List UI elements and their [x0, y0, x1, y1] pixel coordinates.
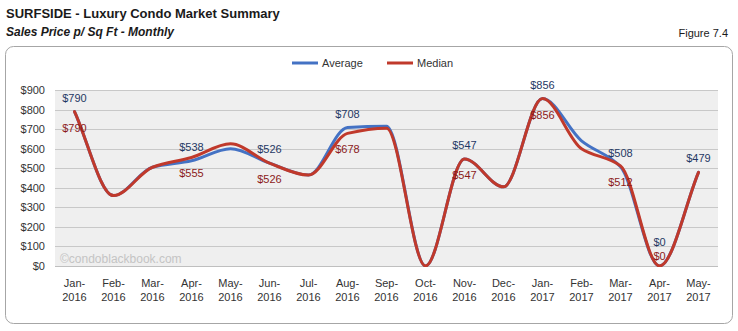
grid-line — [55, 266, 718, 267]
x-tick-label: Jun-2016 — [257, 277, 281, 303]
title: SURFSIDE - Luxury Condo Market Summary — [6, 6, 281, 21]
y-tick-label: $900 — [21, 84, 45, 96]
data-label: $790 — [62, 92, 86, 104]
legend-label: Median — [417, 57, 453, 69]
data-label: $526 — [257, 173, 281, 185]
data-label: $708 — [335, 108, 359, 120]
grid-line — [55, 188, 718, 189]
data-label: $856 — [530, 109, 554, 121]
y-tick-label: $200 — [21, 221, 45, 233]
watermark: ©condoblackbook.com — [60, 252, 182, 266]
x-tick-label: Mar-2016 — [140, 277, 164, 303]
legend-swatch — [292, 62, 318, 65]
x-tick-label: Feb-2017 — [569, 277, 593, 303]
data-label: $512 — [608, 176, 632, 188]
data-label: $508 — [608, 147, 632, 159]
series-group — [75, 99, 699, 266]
x-tick-label: Jan-2016 — [62, 277, 86, 303]
data-label: $547 — [452, 139, 476, 151]
x-tick-label: May-2016 — [218, 277, 243, 303]
x-tick-label: Jan-2017 — [530, 277, 554, 303]
y-tick-label: $0 — [33, 260, 45, 272]
chart: SURFSIDE - Luxury Condo Market Summary Sa… — [0, 0, 738, 331]
series-line — [75, 99, 699, 266]
legend-label: Average — [322, 57, 363, 69]
y-tick-label: $600 — [21, 143, 45, 155]
x-tick-label: May-2017 — [686, 277, 711, 303]
y-tick-label: $400 — [21, 182, 45, 194]
y-tick-label: $700 — [21, 123, 45, 135]
data-label: $0 — [653, 250, 665, 262]
data-label: $547 — [452, 169, 476, 181]
plot-area — [55, 90, 718, 266]
x-tick-label: Nov-2016 — [452, 277, 476, 303]
grid-line — [55, 90, 718, 91]
x-tick-label: Aug-2016 — [335, 277, 359, 303]
y-tick-label: $800 — [21, 104, 45, 116]
data-label: $526 — [257, 143, 281, 155]
data-label: $0 — [653, 236, 665, 248]
grid-line — [55, 227, 718, 228]
x-tick-label: Jul-2016 — [296, 277, 320, 303]
grid-line — [55, 110, 718, 111]
data-label: $678 — [335, 143, 359, 155]
x-axis-line — [55, 266, 718, 267]
data-label: $555 — [179, 167, 203, 179]
data-label: $538 — [179, 141, 203, 153]
x-tick-label: Apr-2016 — [179, 277, 203, 303]
data-label: $479 — [686, 152, 710, 164]
x-tick-label: Mar-2017 — [608, 277, 632, 303]
subtitle: Sales Price p/ Sq Ft - Monthly — [6, 25, 175, 39]
y-tick-label: $300 — [21, 201, 45, 213]
y-tick-label: $100 — [21, 240, 45, 252]
series-line — [75, 99, 699, 266]
data-label: $790 — [62, 122, 86, 134]
grid-line — [55, 207, 718, 208]
x-tick-label: Apr-2017 — [647, 277, 671, 303]
legend-swatch — [387, 62, 413, 65]
x-tick-label: Oct-2016 — [413, 277, 437, 303]
chart-frame — [6, 47, 733, 324]
data-label: $856 — [530, 79, 554, 91]
figure-label: Figure 7.4 — [678, 27, 728, 39]
x-tick-label: Sep-2016 — [374, 277, 398, 303]
x-tick-label: Feb-2016 — [101, 277, 125, 303]
grid-line — [55, 246, 718, 247]
x-tick-label: Dec-2016 — [491, 277, 515, 303]
y-tick-label: $500 — [21, 162, 45, 174]
